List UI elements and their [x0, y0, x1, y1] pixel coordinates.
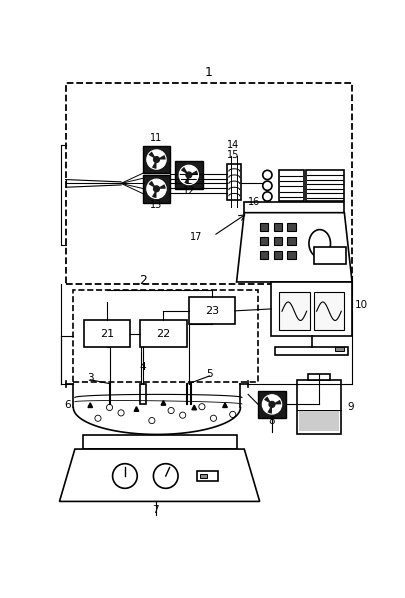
Bar — [89, 449, 230, 454]
Text: 1: 1 — [205, 66, 212, 79]
Bar — [142, 175, 170, 203]
Polygon shape — [192, 405, 196, 410]
Bar — [196, 471, 217, 481]
Wedge shape — [156, 189, 166, 199]
Bar — [287, 237, 295, 245]
Bar — [334, 347, 343, 351]
Text: 17: 17 — [189, 232, 201, 242]
Bar — [140, 321, 186, 347]
Bar — [271, 282, 351, 336]
Polygon shape — [134, 407, 139, 411]
Bar — [278, 292, 309, 331]
Text: 16: 16 — [247, 197, 260, 208]
Wedge shape — [147, 155, 156, 168]
Bar — [258, 390, 285, 418]
Bar — [275, 347, 347, 355]
Text: 8: 8 — [268, 416, 275, 426]
Wedge shape — [151, 150, 164, 160]
Wedge shape — [188, 175, 198, 185]
Bar — [273, 224, 281, 231]
Bar — [82, 435, 236, 449]
Bar — [66, 83, 351, 283]
Circle shape — [153, 157, 159, 163]
Bar — [139, 383, 145, 404]
Wedge shape — [183, 165, 197, 175]
Bar — [278, 170, 303, 201]
Polygon shape — [88, 403, 92, 407]
Bar — [287, 251, 295, 259]
Bar — [313, 292, 343, 331]
Wedge shape — [151, 179, 164, 189]
Bar — [259, 251, 267, 259]
Circle shape — [185, 172, 191, 178]
Text: 21: 21 — [100, 329, 114, 339]
Polygon shape — [222, 403, 227, 407]
Bar — [175, 161, 202, 189]
Wedge shape — [266, 395, 280, 404]
Text: 4: 4 — [139, 362, 145, 372]
Text: 23: 23 — [205, 306, 218, 316]
Polygon shape — [59, 449, 259, 501]
Bar — [298, 410, 338, 431]
Text: 6: 6 — [64, 400, 70, 410]
Bar — [188, 297, 234, 324]
Text: 3: 3 — [87, 373, 93, 383]
Bar — [259, 237, 267, 245]
Bar — [227, 164, 241, 200]
Text: 9: 9 — [347, 402, 353, 411]
Text: 22: 22 — [156, 329, 170, 339]
Wedge shape — [156, 160, 166, 169]
Bar — [305, 170, 343, 201]
Circle shape — [269, 401, 274, 407]
Wedge shape — [271, 404, 281, 414]
Text: 2: 2 — [139, 274, 146, 286]
Bar — [313, 248, 345, 264]
Bar — [259, 224, 267, 231]
Bar — [287, 224, 295, 231]
Text: 5: 5 — [206, 370, 212, 379]
Text: 12: 12 — [182, 187, 194, 197]
Text: 14: 14 — [226, 141, 238, 150]
Text: 7: 7 — [152, 505, 159, 514]
Bar — [273, 237, 281, 245]
Bar — [199, 474, 207, 478]
Bar — [307, 374, 329, 380]
Wedge shape — [262, 399, 271, 413]
Text: 15: 15 — [226, 150, 238, 160]
Text: 13: 13 — [150, 200, 162, 210]
Bar — [244, 202, 343, 213]
Bar — [73, 289, 258, 382]
Text: 10: 10 — [354, 300, 367, 310]
Bar — [296, 380, 341, 434]
Polygon shape — [236, 213, 351, 282]
Circle shape — [153, 186, 159, 192]
Wedge shape — [147, 184, 156, 197]
Bar — [84, 321, 130, 347]
Polygon shape — [161, 401, 165, 405]
Bar — [142, 146, 170, 173]
Bar — [273, 251, 281, 259]
Wedge shape — [179, 170, 188, 184]
Text: 11: 11 — [150, 133, 162, 144]
